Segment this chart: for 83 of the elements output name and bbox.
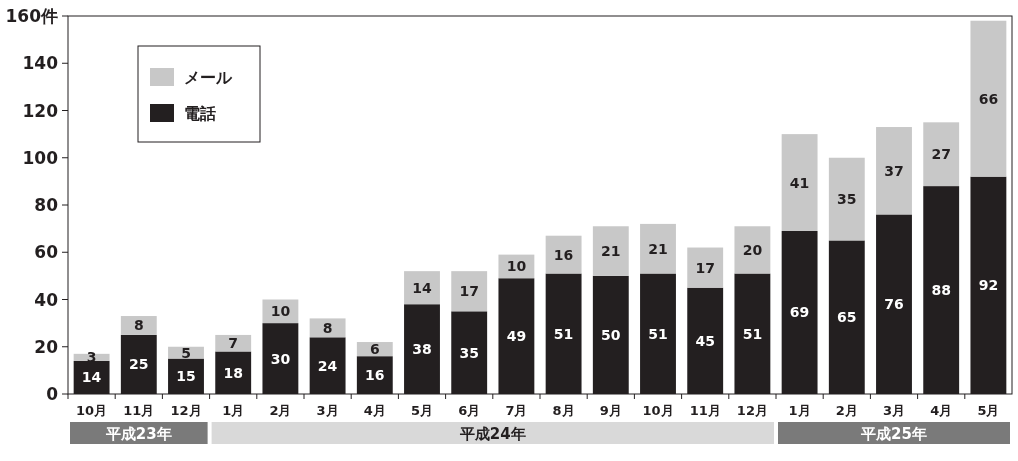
y-tick-label: 40 [34, 289, 59, 310]
data-label: 51 [742, 325, 763, 342]
data-label: 14 [412, 279, 432, 296]
x-tick-label: 10月 [642, 403, 674, 418]
bar [828, 157, 865, 241]
bar [545, 235, 582, 274]
data-label: 21 [601, 243, 621, 260]
y-tick-label: 160件 [5, 6, 58, 26]
data-label: 30 [270, 350, 291, 367]
bar [781, 134, 818, 231]
data-label: 8 [322, 319, 333, 336]
x-tick-label: 12月 [736, 403, 768, 418]
x-tick-label: 6月 [458, 403, 481, 418]
data-label: 50 [601, 326, 621, 343]
data-label: 35 [837, 191, 857, 208]
y-tick-label: 120 [22, 100, 59, 121]
data-label: 51 [648, 325, 668, 342]
data-label: 16 [553, 246, 574, 263]
data-label: 25 [129, 356, 149, 373]
legend-label: メール [184, 68, 233, 87]
x-tick-label: 2月 [835, 403, 858, 418]
bar [687, 247, 724, 288]
x-tick-label: 5月 [977, 403, 1000, 418]
y-tick-label: 20 [34, 336, 59, 357]
bar [120, 316, 157, 335]
data-label: 20 [742, 241, 763, 258]
x-tick-label: 3月 [882, 403, 906, 418]
x-tick-label: 10月 [76, 403, 108, 418]
data-label: 66 [978, 90, 999, 107]
bar [404, 271, 440, 305]
data-label: 17 [695, 259, 715, 276]
y-tick-label: 140 [22, 53, 59, 74]
y-tick-label: 60 [34, 242, 59, 263]
data-label: 27 [931, 146, 951, 163]
x-tick-label: 11月 [123, 403, 155, 418]
data-label: 10 [506, 258, 527, 275]
data-label: 21 [648, 240, 668, 257]
data-label: 5 [181, 344, 191, 361]
data-label: 38 [412, 341, 432, 358]
y-tick-label: 80 [34, 195, 59, 215]
x-tick-label: 1月 [222, 403, 245, 418]
data-label: 7 [228, 335, 239, 352]
x-tick-label: 1月 [788, 403, 811, 418]
data-label: 8 [133, 317, 144, 334]
y-tick-label: 0 [46, 384, 59, 404]
data-label: 76 [884, 296, 904, 313]
bar [923, 122, 960, 187]
y-tick-label: 100 [22, 147, 59, 168]
data-label: 15 [176, 368, 196, 385]
x-tick-label: 9月 [599, 403, 622, 418]
data-label: 45 [695, 332, 715, 349]
data-label: 14 [81, 369, 102, 386]
data-label: 65 [837, 309, 857, 326]
data-label: 24 [317, 357, 338, 374]
x-tick-label: 4月 [363, 403, 386, 418]
data-label: 37 [884, 162, 904, 179]
x-tick-label: 11月 [689, 403, 721, 418]
data-label: 49 [506, 328, 527, 345]
data-label: 10 [270, 303, 291, 320]
data-label: 69 [789, 304, 810, 321]
x-tick-label: 8月 [552, 403, 575, 418]
data-label: 17 [459, 283, 479, 300]
data-label: 41 [789, 174, 810, 191]
bar [876, 127, 912, 215]
x-tick-label: 12月 [170, 403, 202, 418]
data-label: 88 [931, 282, 951, 299]
data-label: 6 [369, 341, 380, 358]
x-tick-label: 3月 [316, 403, 339, 418]
bar [451, 271, 488, 312]
x-tick-label: 4月 [930, 403, 953, 418]
x-tick-label: 2月 [269, 403, 292, 418]
data-label: 35 [459, 344, 479, 361]
bar [592, 226, 629, 276]
x-tick-label: 7月 [505, 403, 528, 418]
data-label: 51 [553, 325, 574, 342]
bar [970, 20, 1007, 177]
legend-label: 電話 [184, 104, 216, 123]
data-label: 16 [365, 367, 385, 384]
x-tick-label: 5月 [410, 403, 434, 418]
bar [734, 226, 771, 274]
bar [640, 223, 676, 274]
data-label: 92 [978, 277, 999, 294]
data-label: 18 [223, 364, 243, 381]
